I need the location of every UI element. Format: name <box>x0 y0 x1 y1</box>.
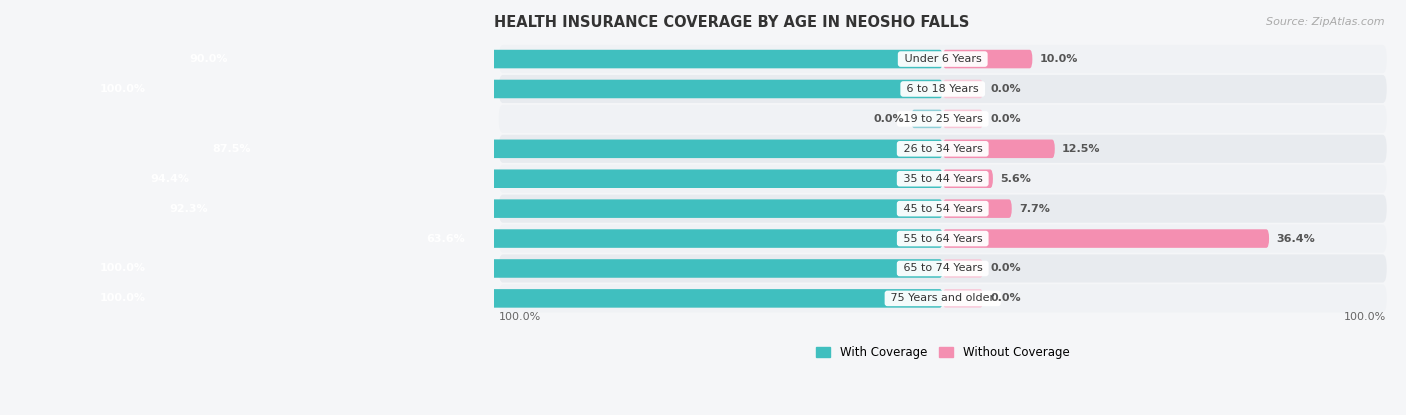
Text: 100.0%: 100.0% <box>499 312 541 322</box>
FancyBboxPatch shape <box>159 139 943 158</box>
Text: 55 to 64 Years: 55 to 64 Years <box>900 234 986 244</box>
Text: 65 to 74 Years: 65 to 74 Years <box>900 264 986 273</box>
FancyBboxPatch shape <box>943 229 1270 248</box>
FancyBboxPatch shape <box>499 105 1386 133</box>
FancyBboxPatch shape <box>943 110 983 128</box>
FancyBboxPatch shape <box>499 45 1386 73</box>
Text: 87.5%: 87.5% <box>212 144 250 154</box>
Text: 35 to 44 Years: 35 to 44 Years <box>900 174 986 184</box>
FancyBboxPatch shape <box>46 80 943 98</box>
FancyBboxPatch shape <box>46 259 943 278</box>
Text: 0.0%: 0.0% <box>990 293 1021 303</box>
Text: 36.4%: 36.4% <box>1277 234 1315 244</box>
FancyBboxPatch shape <box>499 225 1386 253</box>
Text: HEALTH INSURANCE COVERAGE BY AGE IN NEOSHO FALLS: HEALTH INSURANCE COVERAGE BY AGE IN NEOS… <box>495 15 970 30</box>
Text: 90.0%: 90.0% <box>190 54 228 64</box>
FancyBboxPatch shape <box>943 50 1032 68</box>
FancyBboxPatch shape <box>943 80 983 98</box>
Text: 12.5%: 12.5% <box>1062 144 1101 154</box>
Text: 100.0%: 100.0% <box>100 84 146 94</box>
Text: 0.0%: 0.0% <box>990 84 1021 94</box>
Text: 100.0%: 100.0% <box>100 293 146 303</box>
FancyBboxPatch shape <box>499 135 1386 163</box>
Text: Source: ZipAtlas.com: Source: ZipAtlas.com <box>1267 17 1385 27</box>
Text: 0.0%: 0.0% <box>990 114 1021 124</box>
Text: 10.0%: 10.0% <box>1039 54 1078 64</box>
FancyBboxPatch shape <box>499 75 1386 103</box>
FancyBboxPatch shape <box>373 229 943 248</box>
Text: 75 Years and older: 75 Years and older <box>887 293 998 303</box>
FancyBboxPatch shape <box>943 259 983 278</box>
FancyBboxPatch shape <box>499 165 1386 193</box>
Text: 26 to 34 Years: 26 to 34 Years <box>900 144 986 154</box>
FancyBboxPatch shape <box>46 289 943 308</box>
FancyBboxPatch shape <box>499 254 1386 283</box>
FancyBboxPatch shape <box>943 199 1012 218</box>
FancyBboxPatch shape <box>943 289 983 308</box>
FancyBboxPatch shape <box>943 169 993 188</box>
Text: 6 to 18 Years: 6 to 18 Years <box>903 84 983 94</box>
Text: 100.0%: 100.0% <box>1344 312 1386 322</box>
Legend: With Coverage, Without Coverage: With Coverage, Without Coverage <box>811 342 1074 364</box>
FancyBboxPatch shape <box>136 50 943 68</box>
FancyBboxPatch shape <box>499 195 1386 223</box>
FancyBboxPatch shape <box>97 169 943 188</box>
Text: 5.6%: 5.6% <box>1000 174 1031 184</box>
FancyBboxPatch shape <box>911 110 943 128</box>
Text: 0.0%: 0.0% <box>873 114 904 124</box>
Text: 45 to 54 Years: 45 to 54 Years <box>900 204 986 214</box>
Text: Under 6 Years: Under 6 Years <box>901 54 984 64</box>
Text: 63.6%: 63.6% <box>426 234 465 244</box>
Text: 19 to 25 Years: 19 to 25 Years <box>900 114 986 124</box>
Text: 100.0%: 100.0% <box>100 264 146 273</box>
Text: 94.4%: 94.4% <box>150 174 190 184</box>
FancyBboxPatch shape <box>943 139 1054 158</box>
Text: 7.7%: 7.7% <box>1019 204 1050 214</box>
FancyBboxPatch shape <box>115 199 943 218</box>
Text: 92.3%: 92.3% <box>169 204 208 214</box>
Text: 0.0%: 0.0% <box>990 264 1021 273</box>
FancyBboxPatch shape <box>499 284 1386 312</box>
